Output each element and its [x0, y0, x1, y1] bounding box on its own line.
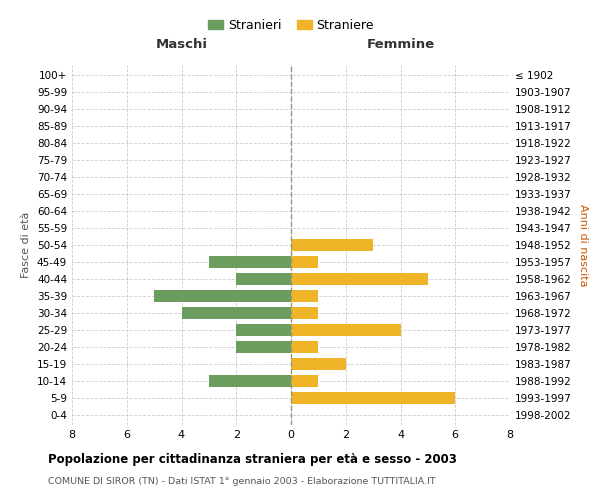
Bar — [209, 256, 291, 268]
Text: COMUNE DI SIROR (TN) - Dati ISTAT 1° gennaio 2003 - Elaborazione TUTTITALIA.IT: COMUNE DI SIROR (TN) - Dati ISTAT 1° gen… — [48, 478, 436, 486]
Bar — [291, 341, 319, 353]
Bar — [291, 290, 319, 302]
Bar — [209, 374, 291, 387]
Y-axis label: Anni di nascita: Anni di nascita — [578, 204, 588, 286]
Bar — [182, 307, 291, 319]
Bar — [236, 324, 291, 336]
Bar — [154, 290, 291, 302]
Bar — [291, 358, 346, 370]
Bar — [291, 374, 319, 387]
Bar — [291, 273, 428, 285]
Bar — [291, 324, 401, 336]
Bar — [236, 273, 291, 285]
Text: Maschi: Maschi — [155, 38, 208, 51]
Bar — [291, 239, 373, 251]
Bar — [291, 307, 319, 319]
Bar — [291, 392, 455, 404]
Text: Popolazione per cittadinanza straniera per età e sesso - 2003: Popolazione per cittadinanza straniera p… — [48, 452, 457, 466]
Legend: Stranieri, Straniere: Stranieri, Straniere — [203, 14, 379, 36]
Bar — [236, 341, 291, 353]
Y-axis label: Fasce di età: Fasce di età — [22, 212, 31, 278]
Text: Femmine: Femmine — [367, 38, 434, 51]
Bar — [291, 256, 319, 268]
